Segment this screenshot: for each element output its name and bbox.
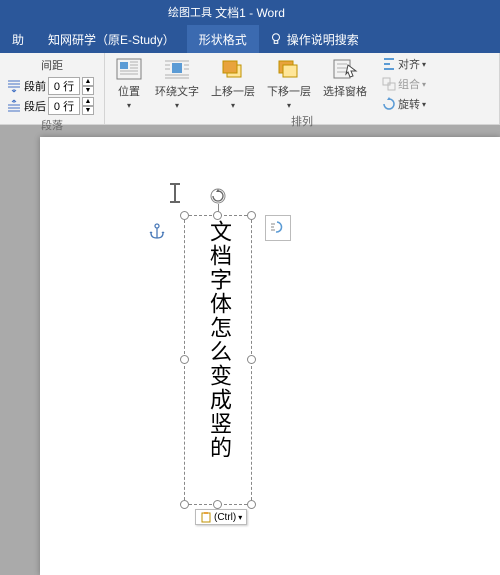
layout-options-icon	[269, 219, 287, 237]
group-button[interactable]: 组合▾	[379, 75, 429, 93]
window-title: 文档1 - Word	[215, 4, 285, 21]
title-bar: 绘图工具 文档1 - Word	[0, 0, 500, 25]
tab-help[interactable]: 助	[0, 25, 36, 53]
layout-options-button[interactable]	[265, 215, 291, 241]
selection-pane-button[interactable]: 选择窗格	[319, 55, 371, 101]
resize-handle[interactable]	[213, 500, 222, 509]
vertical-text[interactable]: 文档字体怎么变成竖的	[185, 216, 253, 504]
resize-handle[interactable]	[180, 211, 189, 220]
resize-handle[interactable]	[180, 500, 189, 509]
context-tab-title: 绘图工具	[168, 4, 212, 20]
spacing-before-input[interactable]	[48, 77, 80, 95]
spacing-group: 间距 段前 ▲▼ 段后 ▲▼ 段落	[0, 53, 105, 124]
align-button[interactable]: 对齐▾	[379, 55, 429, 73]
tab-estudy[interactable]: 知网研学（原E-Study）	[36, 25, 187, 53]
rotate-icon	[382, 97, 396, 111]
rotate-button[interactable]: 旋转▾	[379, 95, 429, 113]
tab-shape-format[interactable]: 形状格式	[187, 25, 259, 53]
spacing-after-input[interactable]	[48, 97, 80, 115]
ribbon-tabs: 助 知网研学（原E-Study） 形状格式 操作说明搜索	[0, 25, 500, 53]
anchor-icon[interactable]	[148, 222, 166, 245]
text-cursor	[174, 183, 176, 203]
align-icon	[382, 57, 396, 71]
arrange-group-label: 排列	[111, 113, 493, 131]
spinner-before[interactable]: ▲▼	[82, 77, 94, 95]
document-canvas: 文档字体怎么变成竖的 (Ctrl)▾	[0, 125, 500, 575]
spacing-title: 间距	[6, 55, 98, 75]
resize-handle[interactable]	[213, 211, 222, 220]
page[interactable]: 文档字体怎么变成竖的 (Ctrl)▾	[40, 137, 500, 575]
resize-handle[interactable]	[247, 355, 256, 364]
send-backward-button[interactable]: 下移一层▾	[263, 55, 315, 112]
arrange-group: 位置▾ 环绕文字▾ 上移一层▾ 下移一层▾ 选择窗格 对齐▾	[105, 53, 500, 124]
spacing-before-icon	[6, 78, 22, 94]
position-button[interactable]: 位置▾	[111, 55, 147, 112]
bring-forward-button[interactable]: 上移一层▾	[207, 55, 259, 112]
resize-handle[interactable]	[180, 355, 189, 364]
clipboard-icon	[200, 511, 212, 523]
group-icon	[382, 77, 396, 91]
paragraph-group-label: 段落	[6, 117, 98, 135]
wrap-text-button[interactable]: 环绕文字▾	[151, 55, 203, 112]
text-box[interactable]: 文档字体怎么变成竖的	[184, 215, 252, 505]
resize-handle[interactable]	[247, 211, 256, 220]
tell-me-search[interactable]: 操作说明搜索	[259, 25, 369, 53]
spinner-after[interactable]: ▲▼	[82, 97, 94, 115]
spacing-after-icon	[6, 98, 22, 114]
ribbon: 间距 段前 ▲▼ 段后 ▲▼ 段落 位置▾ 环	[0, 53, 500, 125]
lightbulb-icon	[269, 32, 283, 46]
resize-handle[interactable]	[247, 500, 256, 509]
rotate-handle[interactable]	[210, 188, 226, 204]
paste-options-button[interactable]: (Ctrl)▾	[195, 509, 247, 525]
